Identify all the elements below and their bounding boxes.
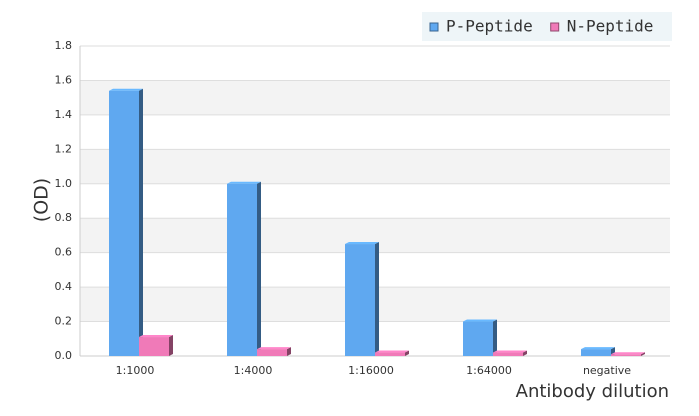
grid-band (80, 80, 670, 115)
y-tick-label: 1.6 (55, 73, 73, 86)
y-tick-label: 1.8 (55, 39, 73, 52)
bar-side (405, 350, 409, 356)
y-tick-label: 0.8 (55, 211, 73, 224)
y-tick-label: 0.0 (55, 349, 73, 362)
legend-marker (429, 22, 439, 32)
bar (581, 349, 611, 356)
bar (257, 349, 287, 356)
bar-top (139, 335, 173, 338)
y-tick-label: 0.2 (55, 315, 73, 328)
bar (109, 90, 139, 357)
legend-label: N-Peptide (567, 17, 654, 36)
bar-side (169, 335, 173, 356)
x-tick-label: 1:1000 (116, 364, 155, 377)
bar (493, 352, 523, 356)
legend-marker (550, 22, 560, 32)
y-tick-label: 1.4 (55, 108, 73, 121)
bar-side (523, 350, 527, 356)
x-tick-label: 1:16000 (348, 364, 394, 377)
y-tick-label: 1.0 (55, 177, 73, 190)
bar-top (109, 88, 143, 91)
bar-top (227, 181, 261, 184)
bar-side (375, 242, 379, 356)
grid-band (80, 149, 670, 184)
bar-side (641, 352, 645, 356)
bar-top (463, 319, 497, 322)
bar-top (257, 347, 291, 350)
bar-top (581, 347, 615, 350)
bar-top (493, 350, 527, 353)
y-tick-label: 1.2 (55, 142, 73, 155)
x-tick-label: 1:4000 (234, 364, 273, 377)
bar-top (375, 350, 409, 353)
y-tick-label: 0.6 (55, 246, 73, 259)
x-axis-label: Antibody dilution (516, 381, 669, 402)
bar-top (345, 242, 379, 245)
bar (463, 321, 493, 356)
bar-side (287, 347, 291, 356)
bar (611, 354, 641, 356)
y-tick-label: 0.4 (55, 280, 73, 293)
bar (375, 352, 405, 356)
bar (345, 244, 375, 356)
legend-box (422, 12, 672, 41)
bar-side (139, 88, 143, 357)
bar-top (611, 352, 645, 355)
y-axis-label: (OD) (31, 178, 53, 222)
legend-label: P-Peptide (446, 17, 533, 36)
x-tick-label: 1:64000 (466, 364, 512, 377)
bar (227, 183, 257, 356)
x-tick-label: negative (583, 364, 631, 377)
bar-side (493, 319, 497, 356)
bar (139, 337, 169, 356)
bar-side (257, 181, 261, 356)
